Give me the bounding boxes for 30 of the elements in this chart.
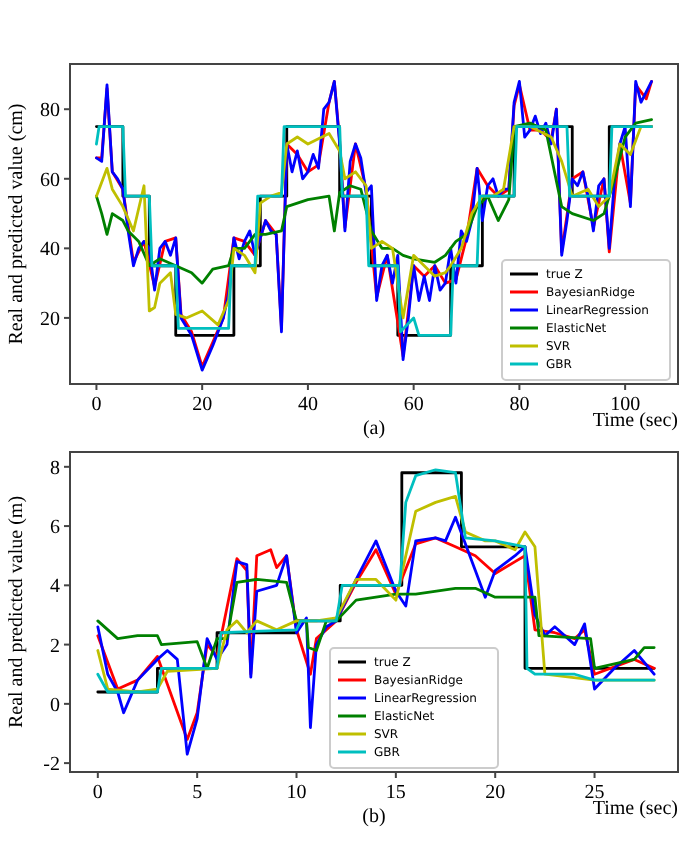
line-series (96, 578, 656, 670)
x-tick-label: 5 (192, 782, 203, 804)
y-tick-label: 0 (50, 694, 60, 717)
x-tick-label: 60 (403, 394, 424, 416)
x-tick-label: 10 (286, 782, 307, 804)
x-tick-label: 20 (192, 394, 213, 416)
x-axis-title: Time (sec) (592, 410, 678, 432)
y-tick-label: 60 (40, 169, 60, 192)
line-series (95, 118, 653, 285)
y-tick-label: -2 (43, 754, 60, 777)
x-tick-label: 25 (584, 782, 605, 804)
x-tick-label: 0 (91, 394, 102, 416)
x-tick-label: 15 (385, 782, 406, 804)
text: (a) (362, 418, 386, 440)
y-tick-label: 80 (40, 100, 60, 123)
y-tick-label: 8 (50, 457, 60, 480)
x-axis-title: Time (sec) (592, 798, 678, 820)
x-tick-label: 100 (610, 394, 641, 416)
y-axis-title: Real and predicted value (m) (6, 495, 28, 729)
y-tick-label: 20 (40, 308, 60, 331)
x-tick-label: 20 (485, 782, 506, 804)
x-tick-label: 0 (92, 782, 103, 804)
y-axis-title: Real and predicted value (cm) (6, 103, 28, 345)
y-tick-label: 40 (40, 239, 60, 262)
y-tick-label: 2 (50, 635, 60, 658)
x-tick-label: 80 (509, 394, 530, 416)
y-tick-label: 6 (50, 517, 60, 540)
y-tick-label: 4 (50, 576, 60, 599)
text: (b) (362, 806, 386, 828)
x-tick-label: 40 (297, 394, 318, 416)
